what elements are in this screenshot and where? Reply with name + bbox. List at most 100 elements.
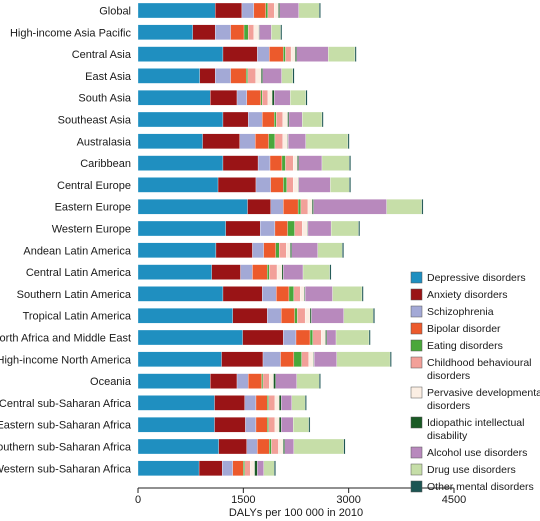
bar-southern-sub-saharan-africa-eating-disorders: [269, 438, 272, 455]
bar-caribbean-alcohol-use-disorders: [298, 155, 323, 171]
bar-eastern-europe-idiopathic-intellectual-disability: [311, 199, 314, 215]
bar-western-europe-anxiety-disorders: [225, 220, 261, 237]
bar-central-sub-saharan-africa-childhood-behavioural-disorders: [268, 395, 276, 411]
bar-andean-latin-america-depressive-disorders: [137, 242, 217, 258]
bar-andean-latin-america-drug-use-disorders: [317, 242, 343, 258]
bar-oceania-depressive-disorders: [137, 373, 211, 389]
region-label: Southeast Asia: [58, 115, 132, 127]
bar-east-asia-eating-disorders: [245, 68, 249, 84]
bar-australasia-pervasive-developmental-disorders: [282, 133, 288, 149]
region-label: Central sub-Saharan Africa: [0, 398, 132, 410]
bar-western-europe-pervasive-developmental-disorders: [302, 220, 308, 237]
bar-central-sub-saharan-africa-schizophrenia: [244, 395, 257, 411]
bar-southern-latin-america-drug-use-disorders: [332, 286, 363, 302]
bar-high-income-asia-pacific-schizophrenia: [215, 24, 231, 40]
bar-eastern-sub-saharan-africa-anxiety-disorders: [214, 417, 246, 433]
bar-north-africa-and-middle-east-drug-use-disorders: [335, 329, 370, 346]
bar-north-africa-and-middle-east-childhood-behavioural-disorders: [312, 329, 322, 346]
bar-central-asia-depressive-disorders: [137, 46, 224, 62]
bar-high-income-north-america-bipolar-disorder: [280, 351, 295, 367]
bar-andean-latin-america-idiopathic-intellectual-disability: [290, 242, 292, 258]
legend-label-pervasive-developmental-disorders: Pervasive developmental disorders: [427, 387, 540, 412]
bar-western-europe-schizophrenia: [260, 220, 276, 237]
bar-eastern-europe-depressive-disorders: [137, 199, 248, 215]
bar-western-europe-alcohol-use-disorders: [307, 220, 332, 237]
bar-eastern-sub-saharan-africa-eating-disorders: [267, 417, 269, 433]
bar-western-europe-bipolar-disorder: [274, 220, 288, 237]
bar-oceania-anxiety-disorders: [210, 373, 238, 389]
bar-western-sub-saharan-africa-depressive-disorders: [137, 460, 200, 476]
bar-high-income-north-america-depressive-disorders: [137, 351, 222, 367]
legend-swatch-bipolar-disorder: [410, 322, 423, 335]
bar-global-other-mental-disorders: [319, 2, 321, 19]
legend-label-schizophrenia: Schizophrenia: [427, 306, 494, 318]
legend-label-idiopathic-intellectual-disability: Idiopathic intellectual disability: [427, 417, 524, 442]
bar-caribbean-schizophrenia: [257, 155, 271, 171]
bar-southern-latin-america-pervasive-developmental-disorders: [300, 286, 305, 302]
bar-high-income-north-america-schizophrenia: [262, 351, 281, 367]
bar-central-asia-idiopathic-intellectual-disability: [295, 46, 297, 62]
x-tick-label: 4500: [442, 494, 466, 506]
bar-east-asia-other-mental-disorders: [292, 68, 295, 84]
legend-swatch-eating-disorders: [410, 339, 423, 352]
bar-western-sub-saharan-africa-bipolar-disorder: [232, 460, 244, 476]
region-label: Andean Latin America: [23, 245, 132, 257]
bar-global-bipolar-disorder: [253, 2, 266, 19]
legend-swatch-anxiety-disorders: [410, 288, 423, 301]
bar-central-asia-anxiety-disorders: [222, 46, 258, 62]
bar-central-europe-anxiety-disorders: [217, 177, 257, 193]
bar-central-latin-america-anxiety-disorders: [211, 264, 241, 280]
legend-label-eating-disorders: Eating disorders: [427, 340, 503, 352]
bar-oceania-drug-use-disorders: [296, 373, 320, 389]
region-label: Global: [99, 6, 131, 18]
bar-central-asia-drug-use-disorders: [328, 46, 356, 62]
bar-western-europe-drug-use-disorders: [330, 220, 359, 237]
bar-caribbean-anxiety-disorders: [222, 155, 259, 171]
legend-swatch-childhood-behavioural-disorders: [410, 356, 423, 369]
bar-central-latin-america-eating-disorders: [267, 264, 270, 280]
legend-swatch-idiopathic-intellectual-disability: [410, 416, 423, 429]
legend-swatch-drug-use-disorders: [410, 463, 423, 476]
bar-high-income-north-america-childhood-behavioural-disorders: [301, 351, 309, 367]
bar-eastern-sub-saharan-africa-other-mental-disorders: [308, 417, 311, 433]
bar-southeast-asia-pervasive-developmental-disorders: [282, 111, 288, 128]
bar-central-sub-saharan-africa-bipolar-disorder: [255, 395, 268, 411]
bar-andean-latin-america-childhood-behavioural-disorders: [278, 242, 287, 258]
bar-oceania-schizophrenia: [236, 373, 249, 389]
region-label: Western sub-Saharan Africa: [0, 463, 132, 475]
bar-southeast-asia-depressive-disorders: [137, 111, 224, 128]
bar-southeast-asia-idiopathic-intellectual-disability: [287, 111, 290, 128]
x-tick-label: 3000: [336, 494, 360, 506]
bar-southern-latin-america-childhood-behavioural-disorders: [293, 286, 301, 302]
bar-high-income-north-america-anxiety-disorders: [221, 351, 264, 367]
bar-eastern-sub-saharan-africa-bipolar-disorder: [255, 417, 268, 433]
bar-andean-latin-america-eating-disorders: [275, 242, 280, 258]
bar-south-asia-alcohol-use-disorders: [274, 90, 291, 106]
bar-oceania-idiopathic-intellectual-disability: [273, 373, 276, 389]
bar-eastern-europe-anxiety-disorders: [247, 199, 271, 215]
bar-tropical-latin-america-alcohol-use-disorders: [311, 308, 344, 324]
bar-high-income-north-america-drug-use-disorders: [336, 351, 391, 367]
bar-southern-latin-america-other-mental-disorders: [361, 286, 364, 302]
bar-high-income-asia-pacific-alcohol-use-disorders: [259, 24, 272, 40]
bar-central-latin-america-depressive-disorders: [137, 264, 212, 280]
bar-global-depressive-disorders: [137, 2, 216, 19]
bar-east-asia-idiopathic-intellectual-disability: [261, 68, 263, 84]
bar-southern-sub-saharan-africa-alcohol-use-disorders: [284, 438, 295, 455]
bar-andean-latin-america-bipolar-disorder: [263, 242, 276, 258]
bar-australasia-childhood-behavioural-disorders: [274, 133, 283, 149]
region-label: Central Europe: [57, 180, 131, 192]
bar-tropical-latin-america-schizophrenia: [267, 308, 282, 324]
bar-area: [137, 2, 424, 476]
bar-caribbean-drug-use-disorders: [321, 155, 350, 171]
bar-north-africa-and-middle-east-schizophrenia: [283, 329, 297, 346]
bar-global-anxiety-disorders: [215, 2, 243, 19]
bar-eastern-sub-saharan-africa-childhood-behavioural-disorders: [268, 417, 276, 433]
bar-high-income-asia-pacific-eating-disorders: [243, 24, 249, 40]
bar-southern-latin-america-schizophrenia: [262, 286, 277, 302]
bar-central-europe-pervasive-developmental-disorders: [293, 177, 299, 193]
bar-central-latin-america-idiopathic-intellectual-disability: [281, 264, 284, 280]
bar-east-asia-schizophrenia: [215, 68, 231, 84]
bar-western-sub-saharan-africa-anxiety-disorders: [198, 460, 223, 476]
bar-central-latin-america-pervasive-developmental-disorders: [276, 264, 283, 280]
